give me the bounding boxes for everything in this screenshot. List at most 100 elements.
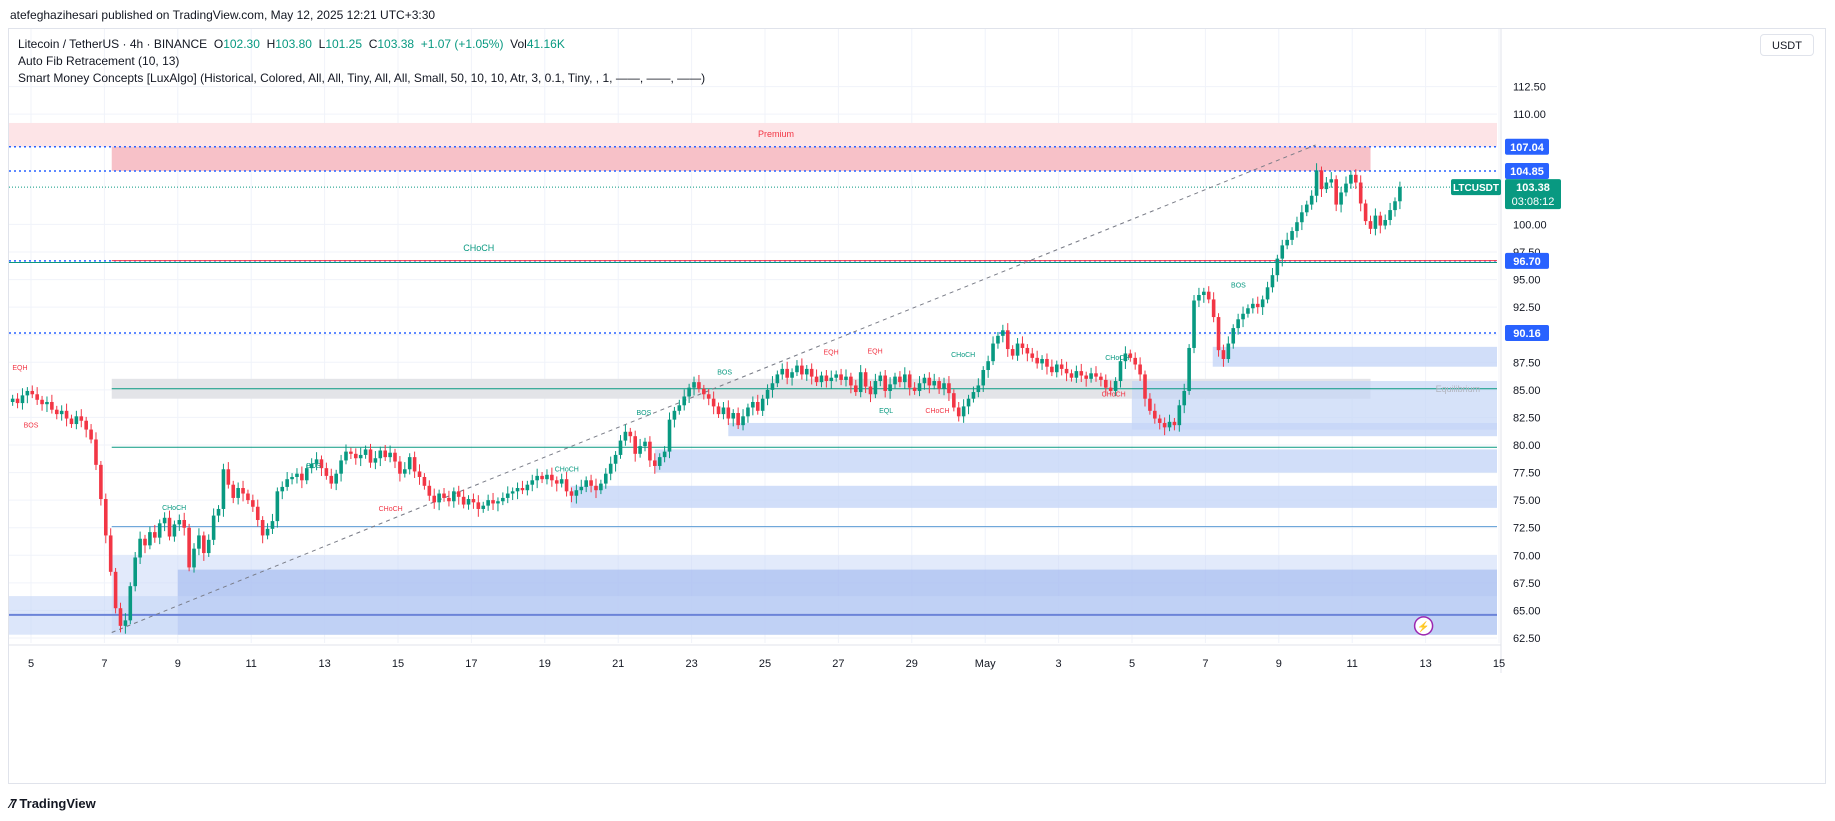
candle-body xyxy=(133,557,137,587)
candle-body xyxy=(863,372,868,387)
time-tick-label: 13 xyxy=(1419,658,1431,670)
candle-body xyxy=(952,393,956,408)
tradingview-wordmark: TradingView xyxy=(19,796,96,811)
symbol-row[interactable]: Litecoin / TetherUS · 4h · BINANCE O102.… xyxy=(18,36,705,53)
candle-body xyxy=(471,499,476,503)
candle-body xyxy=(314,459,319,464)
candle-body xyxy=(246,493,250,501)
candle-body xyxy=(780,368,785,375)
candle-body xyxy=(687,387,691,397)
candle-body xyxy=(452,491,456,502)
candle-body xyxy=(143,538,147,546)
candle-body xyxy=(1270,275,1275,288)
candle-body xyxy=(834,374,838,378)
smc-label: CHoCH xyxy=(1105,355,1129,362)
candle-body xyxy=(770,383,775,390)
candle-body xyxy=(466,499,471,505)
candle-body xyxy=(1050,366,1054,373)
candle-body xyxy=(1015,343,1020,356)
candle-body xyxy=(344,451,348,461)
indicator-smc[interactable]: Smart Money Concepts [LuxAlgo] (Historic… xyxy=(18,71,706,85)
candle-body xyxy=(760,398,765,411)
candle-body xyxy=(589,480,593,486)
candle-body xyxy=(172,524,177,537)
candle-body xyxy=(1197,295,1201,301)
candle-body xyxy=(79,416,84,421)
price-tick-label: 112.50 xyxy=(1513,82,1546,94)
candle-body xyxy=(45,401,49,405)
candle-body xyxy=(1069,373,1074,378)
symbol-tag-label: LTCUSDT xyxy=(1453,183,1499,194)
candle-body xyxy=(192,548,196,568)
candle-body xyxy=(903,374,907,383)
candle-body xyxy=(427,485,432,496)
candle-body xyxy=(741,416,745,426)
candle-body xyxy=(525,484,530,491)
candle-body xyxy=(432,495,437,503)
candle-body xyxy=(260,519,265,536)
candle-body xyxy=(853,385,858,393)
lightning-icon xyxy=(1413,616,1434,636)
candle-body xyxy=(99,464,103,500)
premium-label: Premium xyxy=(758,129,794,139)
indicator-fib[interactable]: Auto Fib Retracement (10, 13) xyxy=(18,54,180,68)
candle-body xyxy=(10,398,15,402)
tradingview-logo[interactable]: ⁄7 TradingView xyxy=(10,796,96,811)
candle-body xyxy=(113,571,118,609)
candle-body xyxy=(300,473,304,481)
candle-body xyxy=(1231,328,1236,344)
candle-body xyxy=(1226,343,1231,359)
candle-body xyxy=(608,463,613,474)
time-tick-label: May xyxy=(975,658,996,670)
candle-body xyxy=(942,383,946,389)
candle-body xyxy=(633,436,638,454)
candle-body xyxy=(545,474,549,480)
candle-body xyxy=(692,382,696,388)
candle-body xyxy=(1138,364,1142,375)
candle-body xyxy=(726,407,731,419)
candle-body xyxy=(358,454,363,459)
time-tick-label: 13 xyxy=(318,658,330,670)
price-tick-label: 110.00 xyxy=(1513,109,1546,121)
open-value: 102.30 xyxy=(223,37,260,51)
candle-body xyxy=(1010,349,1015,356)
candlestick-chart[interactable]: Premium CHoCH Equilibrium EQH BOS CHoCH BOS CHo… xyxy=(9,29,1825,783)
price-tag-label: 107.04 xyxy=(1510,142,1545,154)
candle-body xyxy=(574,490,579,496)
currency-selector[interactable]: USDT xyxy=(1760,34,1814,56)
candle-body xyxy=(657,457,662,466)
order-block xyxy=(728,422,1497,437)
candle-body xyxy=(976,385,981,393)
lightning-glyph: ⚡ xyxy=(1417,620,1429,633)
candle-body xyxy=(1344,183,1348,193)
candle-body xyxy=(579,486,584,491)
candle-body xyxy=(937,381,941,389)
candle-body xyxy=(182,519,187,528)
time-tick-label: 15 xyxy=(392,658,404,670)
candle-body xyxy=(961,406,966,417)
candle-body xyxy=(1118,361,1123,382)
candle-body xyxy=(30,390,35,395)
chart-frame[interactable]: Premium CHoCH Equilibrium EQH BOS CHoCH BOS CHo… xyxy=(8,28,1826,784)
candle-body xyxy=(1143,374,1147,399)
candle-body xyxy=(1251,303,1255,309)
symbol-name[interactable]: Litecoin / TetherUS · 4h · BINANCE xyxy=(18,37,208,51)
candle-body xyxy=(1383,220,1388,226)
smc-label: CHoCH xyxy=(162,505,186,512)
countdown-label: 03:08:12 xyxy=(1512,196,1555,208)
candle-body xyxy=(1246,308,1250,314)
time-tick-label: 5 xyxy=(1129,658,1135,670)
candle-body xyxy=(1089,373,1093,379)
time-tick-label: 29 xyxy=(906,658,918,670)
candle-body xyxy=(956,407,961,417)
open-label: O xyxy=(213,37,224,51)
candle-body xyxy=(221,469,226,509)
candle-body xyxy=(226,469,231,485)
smc-label: EQH xyxy=(12,365,27,372)
candle-body xyxy=(922,377,927,384)
candle-body xyxy=(1099,376,1103,380)
candle-body xyxy=(461,496,466,505)
candle-body xyxy=(1363,203,1368,222)
candle-body xyxy=(20,395,25,404)
candle-body xyxy=(505,493,510,498)
